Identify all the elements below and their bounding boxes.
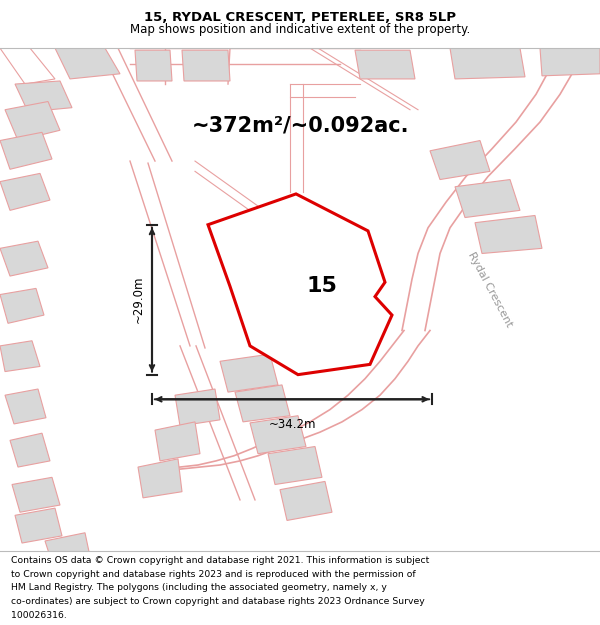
- Polygon shape: [250, 416, 306, 454]
- Polygon shape: [268, 446, 322, 484]
- Polygon shape: [280, 481, 332, 521]
- Text: Map shows position and indicative extent of the property.: Map shows position and indicative extent…: [130, 23, 470, 36]
- Polygon shape: [45, 532, 90, 556]
- Polygon shape: [540, 48, 600, 76]
- Text: ~372m²/~0.092ac.: ~372m²/~0.092ac.: [191, 115, 409, 135]
- Polygon shape: [5, 389, 46, 424]
- Polygon shape: [355, 50, 415, 79]
- Polygon shape: [182, 50, 230, 81]
- Polygon shape: [0, 132, 52, 169]
- Polygon shape: [15, 81, 72, 112]
- Text: co-ordinates) are subject to Crown copyright and database rights 2023 Ordnance S: co-ordinates) are subject to Crown copyr…: [11, 598, 425, 606]
- Polygon shape: [175, 389, 220, 426]
- Polygon shape: [15, 508, 62, 543]
- Polygon shape: [235, 385, 290, 422]
- Polygon shape: [220, 354, 278, 392]
- Polygon shape: [5, 101, 60, 141]
- Polygon shape: [135, 50, 172, 81]
- Polygon shape: [10, 433, 50, 467]
- Polygon shape: [208, 194, 392, 374]
- Text: HM Land Registry. The polygons (including the associated geometry, namely x, y: HM Land Registry. The polygons (includin…: [11, 583, 386, 592]
- Polygon shape: [320, 297, 376, 334]
- Polygon shape: [0, 241, 48, 276]
- Text: ~34.2m: ~34.2m: [268, 418, 316, 431]
- Text: Rydal Crescent: Rydal Crescent: [466, 250, 514, 329]
- Polygon shape: [305, 266, 365, 302]
- Polygon shape: [0, 341, 40, 371]
- Polygon shape: [0, 288, 44, 323]
- Polygon shape: [12, 478, 60, 512]
- Text: ~29.0m: ~29.0m: [131, 276, 145, 324]
- Polygon shape: [450, 48, 525, 79]
- Text: to Crown copyright and database rights 2023 and is reproduced with the permissio: to Crown copyright and database rights 2…: [11, 569, 415, 579]
- Polygon shape: [455, 179, 520, 218]
- Text: 15, RYDAL CRESCENT, PETERLEE, SR8 5LP: 15, RYDAL CRESCENT, PETERLEE, SR8 5LP: [144, 11, 456, 24]
- Text: 100026316.: 100026316.: [11, 611, 67, 620]
- Polygon shape: [475, 216, 542, 254]
- Polygon shape: [430, 141, 490, 179]
- Polygon shape: [0, 173, 50, 211]
- Text: Contains OS data © Crown copyright and database right 2021. This information is : Contains OS data © Crown copyright and d…: [11, 556, 429, 564]
- Polygon shape: [155, 422, 200, 461]
- Polygon shape: [0, 48, 55, 84]
- Polygon shape: [55, 48, 120, 79]
- Polygon shape: [138, 459, 182, 498]
- Text: 15: 15: [307, 276, 337, 296]
